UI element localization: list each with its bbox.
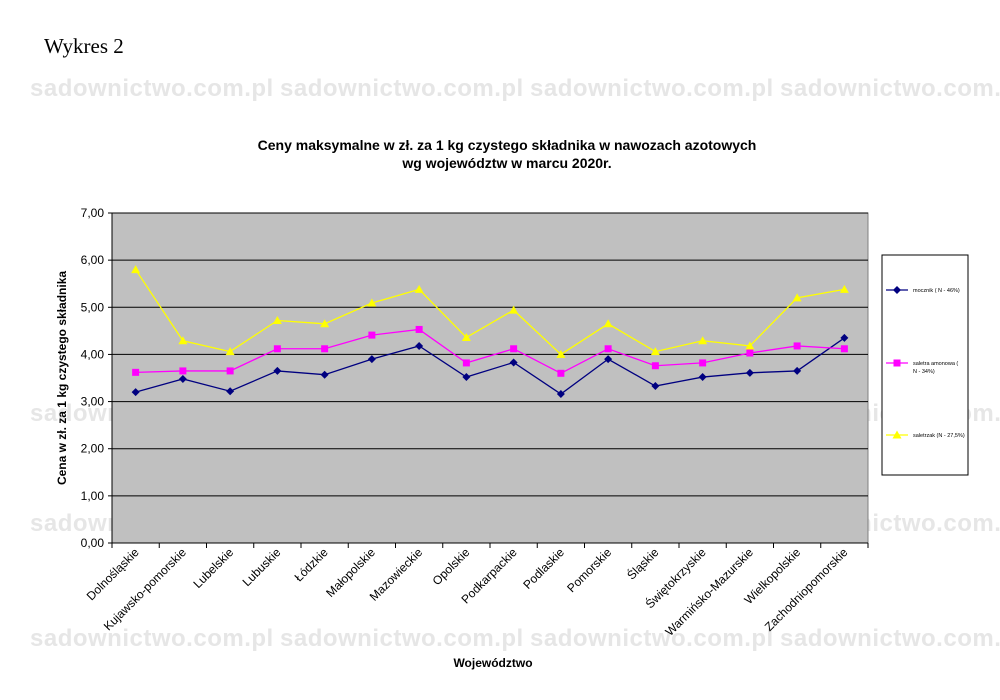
legend-marker bbox=[892, 430, 902, 439]
data-point bbox=[415, 325, 423, 333]
data-point bbox=[651, 362, 659, 370]
data-point bbox=[178, 374, 187, 383]
x-tick-label: Pomorskie bbox=[564, 545, 614, 595]
data-point bbox=[131, 388, 140, 397]
data-point bbox=[650, 347, 660, 356]
plot-area bbox=[111, 212, 869, 544]
page-heading: Wykres 2 bbox=[44, 34, 124, 58]
data-point bbox=[461, 332, 471, 341]
watermark-text: sadownictwo.com.pl bbox=[280, 75, 524, 102]
data-point bbox=[367, 355, 376, 364]
data-point bbox=[509, 305, 519, 314]
data-point bbox=[745, 368, 754, 377]
data-point bbox=[462, 359, 470, 367]
x-tick-label: Kujawsko-pomorskie bbox=[101, 545, 189, 633]
data-point bbox=[179, 367, 187, 375]
x-axis-label: Województwo bbox=[453, 656, 532, 670]
watermark-text: sadownictwo.com.pl bbox=[530, 75, 774, 102]
data-point bbox=[226, 367, 234, 375]
data-point bbox=[273, 345, 281, 353]
legend-marker bbox=[893, 359, 901, 367]
legend-label: saletra amonowa (N - 34%) bbox=[913, 361, 958, 375]
data-point bbox=[320, 370, 329, 379]
data-point bbox=[745, 341, 755, 350]
x-tick-label: Zachodniopomorskie bbox=[762, 545, 851, 634]
data-point bbox=[556, 390, 565, 399]
y-tick-label: 5,00 bbox=[81, 300, 105, 314]
data-point bbox=[603, 319, 613, 328]
data-point bbox=[698, 373, 707, 382]
series-line bbox=[135, 269, 845, 356]
x-tick-label: Lubelskie bbox=[190, 545, 236, 591]
data-point bbox=[699, 359, 707, 367]
data-point bbox=[746, 349, 754, 357]
data-point bbox=[225, 347, 235, 356]
data-point bbox=[414, 284, 424, 293]
data-point bbox=[272, 315, 282, 324]
data-point bbox=[321, 345, 329, 353]
chart-title: Ceny maksymalne w zł. za 1 kg czystego s… bbox=[258, 137, 757, 153]
watermark-text: sadownictwo.com.pl bbox=[780, 75, 1000, 102]
legend-marker bbox=[893, 286, 901, 294]
data-point bbox=[840, 333, 849, 342]
y-tick-label: 1,00 bbox=[81, 489, 105, 503]
data-point bbox=[415, 341, 424, 350]
y-tick-label: 4,00 bbox=[81, 347, 105, 361]
y-axis-label: Cena w zł. za 1 kg czystego składnika bbox=[55, 271, 69, 485]
data-point bbox=[839, 284, 849, 293]
y-tick-label: 6,00 bbox=[81, 253, 105, 267]
series-line bbox=[135, 337, 845, 395]
data-point bbox=[462, 373, 471, 382]
x-tick-label: Warmińsko-Mazurskie bbox=[662, 545, 756, 639]
data-point bbox=[604, 355, 613, 364]
watermark-text: sadownictwo.com.pl bbox=[530, 625, 774, 652]
data-point bbox=[651, 382, 660, 391]
data-point bbox=[131, 265, 141, 274]
data-point bbox=[368, 331, 376, 339]
y-tick-label: 2,00 bbox=[81, 442, 105, 456]
x-tick-label: Łódzkie bbox=[292, 545, 331, 584]
data-point bbox=[698, 336, 708, 345]
y-tick-label: 0,00 bbox=[81, 536, 105, 550]
data-point bbox=[509, 358, 518, 367]
y-tick-label: 3,00 bbox=[81, 395, 105, 409]
data-point bbox=[178, 336, 188, 345]
legend-label: saletrzak (N - 27,5%) bbox=[913, 433, 965, 439]
watermark-text: sadownictwo.com.pl bbox=[780, 625, 1000, 652]
x-tick-label: Śląskie bbox=[624, 544, 662, 582]
series-line bbox=[135, 328, 845, 375]
data-point bbox=[510, 345, 518, 353]
data-point bbox=[840, 345, 848, 353]
watermark-text: sadownictwo.com.pl bbox=[30, 625, 274, 652]
legend-label: mocznik ( N - 46%) bbox=[913, 288, 960, 294]
watermark-text: sadownictwo.com.pl bbox=[30, 75, 274, 102]
x-tick-label: Podlaskie bbox=[520, 545, 567, 592]
data-point bbox=[793, 342, 801, 350]
data-point bbox=[367, 298, 377, 307]
data-point bbox=[792, 293, 802, 302]
data-point bbox=[557, 369, 565, 377]
y-tick-label: 7,00 bbox=[81, 206, 105, 220]
data-point bbox=[132, 368, 140, 376]
data-point bbox=[226, 387, 235, 396]
data-point bbox=[556, 349, 566, 358]
data-point bbox=[320, 319, 330, 328]
watermark-text: sadownictwo.com.pl bbox=[280, 625, 524, 652]
x-tick-label: Lubuskie bbox=[240, 545, 284, 589]
data-point bbox=[604, 345, 612, 353]
chart-title: wg województw w marcu 2020r. bbox=[401, 155, 611, 171]
data-point bbox=[273, 366, 282, 375]
data-point bbox=[793, 366, 802, 375]
x-tick-label: Opolskie bbox=[430, 545, 473, 588]
